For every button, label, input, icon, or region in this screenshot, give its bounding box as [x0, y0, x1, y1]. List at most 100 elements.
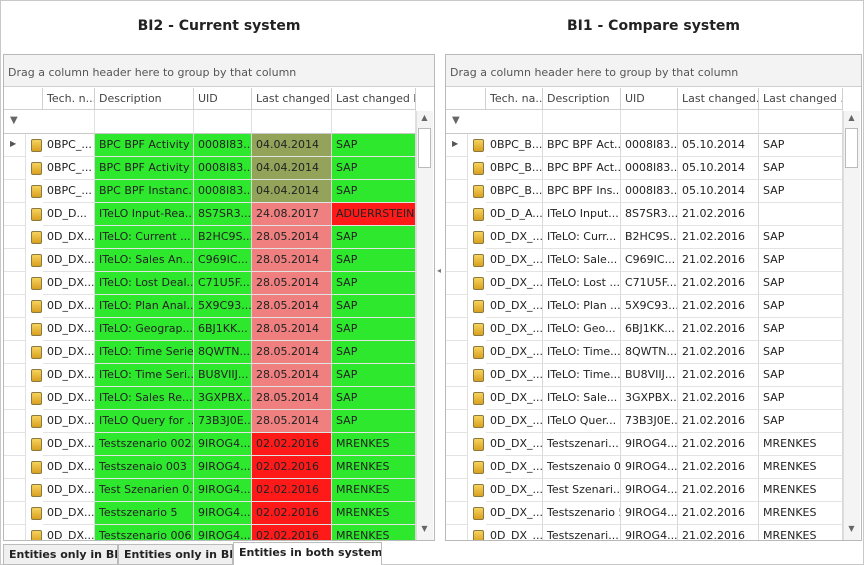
grid-cell[interactable]: 21.02.2016	[678, 525, 759, 540]
grid-cell[interactable]: SAP	[332, 387, 416, 410]
grid-cell[interactable]: 0D_DX...	[43, 341, 95, 364]
grid-cell[interactable]: 0D_DX...	[43, 272, 95, 295]
grid-cell[interactable]: 73B3J0E...	[621, 410, 678, 433]
row-indicator[interactable]	[446, 433, 468, 456]
grid-cell[interactable]: 0BPC_...	[43, 157, 95, 180]
grid-cell[interactable]: 3GXPBX...	[621, 387, 678, 410]
grid-cell[interactable]: SAP	[332, 341, 416, 364]
grid-cell[interactable]: 3GXPBX...	[194, 387, 252, 410]
grid-cell[interactable]: 0D_DX_...	[486, 456, 543, 479]
grid-cell[interactable]: BPC BPF Act...	[543, 157, 621, 180]
grid-cell[interactable]: 02.02.2016	[252, 502, 332, 525]
grid-cell[interactable]: Testszenario 5	[95, 502, 194, 525]
grid-cell[interactable]: ITeLO: Time...	[543, 341, 621, 364]
tab[interactable]: Entities in both systems	[233, 542, 382, 565]
grid-cell[interactable]: 04.04.2014	[252, 180, 332, 203]
grid-cell[interactable]: 0D_DX...	[43, 479, 95, 502]
grid-cell[interactable]: 21.02.2016	[678, 479, 759, 502]
grid-cell[interactable]: 21.02.2016	[678, 456, 759, 479]
grid-cell[interactable]: 0D_DX_...	[486, 433, 543, 456]
grid-cell[interactable]: 28.05.2014	[252, 318, 332, 341]
scroll-down[interactable]: ▼	[848, 524, 855, 533]
row-indicator[interactable]	[4, 387, 26, 410]
row-indicator[interactable]: ▶	[4, 134, 26, 157]
grid-cell[interactable]: 5X9C93...	[621, 295, 678, 318]
grid-cell[interactable]: 9IROG4...	[621, 433, 678, 456]
grid-cell[interactable]: SAP	[759, 295, 843, 318]
grid-cell[interactable]: C71U5F...	[621, 272, 678, 295]
grid-cell[interactable]: 0D_DX...	[43, 295, 95, 318]
filter-icon[interactable]: ▼	[446, 110, 486, 134]
row-indicator[interactable]	[446, 410, 468, 433]
row-indicator[interactable]	[4, 157, 26, 180]
filter-cell[interactable]	[543, 110, 621, 134]
grid-cell[interactable]: 21.02.2016	[678, 295, 759, 318]
row-indicator[interactable]	[4, 318, 26, 341]
grid-cell[interactable]: C71U5F...	[194, 272, 252, 295]
grid-cell[interactable]: SAP	[332, 318, 416, 341]
grid-cell[interactable]: 04.04.2014	[252, 134, 332, 157]
row-indicator[interactable]	[4, 249, 26, 272]
grid-cell[interactable]: ITeLO: Sale...	[543, 249, 621, 272]
grid-cell[interactable]: 0D_DX_...	[486, 479, 543, 502]
grid-cell[interactable]: MRENKES	[759, 502, 843, 525]
grid-cell[interactable]: 0008I83...	[621, 157, 678, 180]
grid-cell[interactable]: 8QWTN...	[621, 341, 678, 364]
grid-cell[interactable]: 05.10.2014	[678, 157, 759, 180]
grid-cell[interactable]: ADUERRSTEIN	[332, 203, 416, 226]
grid-cell[interactable]: 0D_D...	[43, 203, 95, 226]
grid-cell[interactable]: 0D_DX...	[43, 387, 95, 410]
grid-cell[interactable]: ITeLO Input...	[543, 203, 621, 226]
grid-cell[interactable]: 21.02.2016	[678, 410, 759, 433]
grid-cell[interactable]: 21.02.2016	[678, 318, 759, 341]
row-indicator[interactable]	[4, 502, 26, 525]
grid-cell[interactable]: 21.02.2016	[678, 272, 759, 295]
grid-cell[interactable]: BU8VIIJ...	[621, 364, 678, 387]
grid-cell[interactable]: 0D_DX...	[43, 525, 95, 540]
grid-cell[interactable]: ITeLO: Plan Anal...	[95, 295, 194, 318]
filter-cell[interactable]	[252, 110, 332, 134]
grid-cell[interactable]: 0D_DX...	[43, 502, 95, 525]
grid-cell[interactable]: 0D_DX_...	[486, 387, 543, 410]
splitter[interactable]: ◂	[437, 266, 442, 275]
grid-cell[interactable]: ITeLO Quer...	[543, 410, 621, 433]
grid-cell[interactable]: BPC BPF Instanc...	[95, 180, 194, 203]
row-indicator[interactable]	[446, 157, 468, 180]
grid-cell[interactable]: 0D_DX...	[43, 226, 95, 249]
grid-cell[interactable]: 73B3J0E...	[194, 410, 252, 433]
grid-cell[interactable]: Testszenari...	[543, 433, 621, 456]
grid-cell[interactable]	[759, 203, 843, 226]
grid-cell[interactable]: 21.02.2016	[678, 433, 759, 456]
grid-cell[interactable]: SAP	[759, 341, 843, 364]
column-header[interactable]: Description	[95, 88, 194, 110]
row-indicator[interactable]	[4, 479, 26, 502]
grid-cell[interactable]: 0008I83...	[621, 134, 678, 157]
grid-cell[interactable]: MRENKES	[759, 456, 843, 479]
grid-cell[interactable]: BPC BPF Activity ...	[95, 134, 194, 157]
grid-cell[interactable]: 05.10.2014	[678, 180, 759, 203]
row-indicator[interactable]	[4, 226, 26, 249]
grid-cell[interactable]: MRENKES	[332, 479, 416, 502]
grid-cell[interactable]: 9IROG4...	[194, 525, 252, 540]
scroll-down[interactable]: ▼	[421, 524, 428, 533]
grid-cell[interactable]: ITeLO Query for ...	[95, 410, 194, 433]
grid-cell[interactable]: SAP	[332, 157, 416, 180]
grid-cell[interactable]: ITeLO: Current ...	[95, 226, 194, 249]
grid-cell[interactable]: Testszenario 5	[543, 502, 621, 525]
grid-cell[interactable]: SAP	[759, 364, 843, 387]
tab[interactable]: Entities only in BI1	[118, 544, 233, 565]
row-indicator[interactable]	[4, 341, 26, 364]
grid-cell[interactable]: 0D_DX_...	[486, 295, 543, 318]
grid-cell[interactable]: 0BPC_B...	[486, 134, 543, 157]
grid-cell[interactable]: MRENKES	[759, 479, 843, 502]
grid-cell[interactable]: SAP	[759, 249, 843, 272]
grid-cell[interactable]: SAP	[332, 249, 416, 272]
grid-cell[interactable]: 0008I83...	[194, 180, 252, 203]
grid-cell[interactable]: 21.02.2016	[678, 249, 759, 272]
row-indicator[interactable]	[446, 203, 468, 226]
grid-cell[interactable]: 0D_DX_...	[486, 249, 543, 272]
row-indicator[interactable]	[446, 226, 468, 249]
grid-cell[interactable]: 0D_DX...	[43, 410, 95, 433]
grid-cell[interactable]: SAP	[759, 134, 843, 157]
grid-cell[interactable]: 28.05.2014	[252, 226, 332, 249]
